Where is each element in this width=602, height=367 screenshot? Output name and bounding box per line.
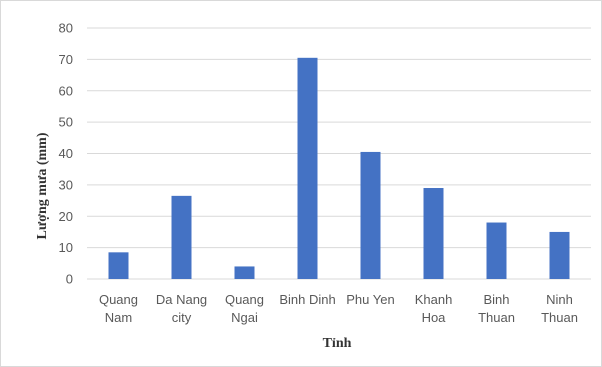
bar xyxy=(360,151,381,279)
x-category-label: Quang xyxy=(225,292,264,307)
y-tick-label: 70 xyxy=(59,52,73,67)
x-category-label: Thuan xyxy=(541,310,578,325)
bar xyxy=(108,252,129,279)
y-axis-title: Lượng mưa (mm) xyxy=(35,132,50,239)
y-tick-label: 0 xyxy=(66,272,73,287)
x-category-label: Binh Dinh xyxy=(279,292,335,307)
y-tick-label: 50 xyxy=(59,115,73,130)
bar xyxy=(486,222,507,279)
gridlines xyxy=(87,27,591,280)
y-tick-label: 20 xyxy=(59,209,73,224)
x-category-label: Ngai xyxy=(231,310,258,325)
x-category-label: Phu Yen xyxy=(346,292,394,307)
bar xyxy=(234,266,255,279)
bar xyxy=(297,57,318,280)
y-tick-label: 30 xyxy=(59,177,73,192)
x-category-label: Hoa xyxy=(422,310,447,325)
bar xyxy=(171,195,192,279)
bar xyxy=(423,188,444,279)
y-tick-label: 10 xyxy=(59,240,73,255)
x-category-label: Da Nang xyxy=(156,292,207,307)
x-category-label: Thuan xyxy=(478,310,515,325)
x-axis-title: Tỉnh xyxy=(323,336,352,351)
bars xyxy=(108,57,570,280)
x-category-label: Ninh xyxy=(546,292,573,307)
x-category-label: Quang xyxy=(99,292,138,307)
x-category-label: Binh xyxy=(483,292,509,307)
y-axis-ticks: 0 10 20 30 40 50 60 70 80 xyxy=(59,21,73,287)
x-axis-categories: Quang Nam Da Nang city Quang Ngai Binh Dinh Phu… xyxy=(99,292,578,325)
y-tick-label: 60 xyxy=(59,83,73,98)
y-tick-label: 40 xyxy=(59,146,73,161)
x-category-label: Khanh xyxy=(415,292,453,307)
bar xyxy=(549,231,570,279)
y-tick-label: 80 xyxy=(59,21,73,36)
x-category-label: Nam xyxy=(105,310,132,325)
x-category-label: city xyxy=(172,310,192,325)
